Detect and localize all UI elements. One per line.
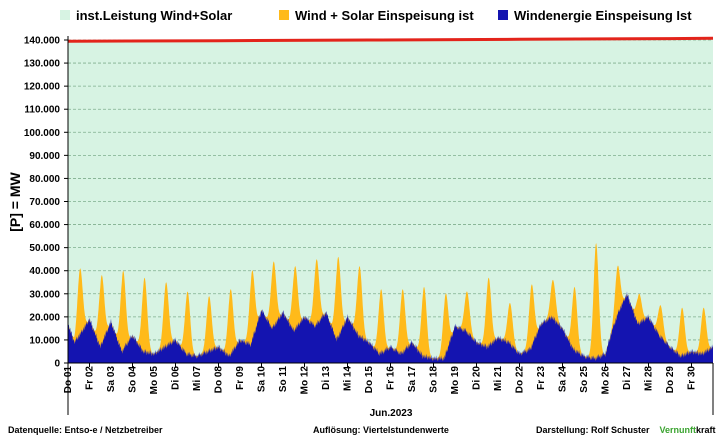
- x-tick-label-22: Do 22: [515, 366, 526, 394]
- legend-label-wind: Windenergie Einspeisung Ist: [514, 8, 692, 23]
- legend: inst.Leistung Wind+Solar Wind + Solar Ei…: [60, 8, 692, 23]
- y-tick-label-5: 50.000: [29, 243, 60, 254]
- y-tick-label-12: 120.000: [24, 82, 61, 93]
- axes: [64, 36, 714, 415]
- footer-source: Datenquelle: Entso-e / Netzbetreiber: [8, 425, 163, 435]
- x-tick-label-9: Fr 09: [235, 366, 246, 390]
- installed-capacity-line: [67, 36, 714, 43]
- gridlines: [68, 39, 713, 341]
- x-tick-label-16: Fr 16: [386, 366, 397, 390]
- x-tick-label-15: Do 15: [364, 366, 375, 394]
- x-tick-label-11: So 11: [278, 366, 289, 393]
- x-tick-label-26: Mo 26: [601, 366, 612, 395]
- x-tick-label-1: Do 01: [63, 366, 74, 394]
- footer-author-name: Darstellung: Rolf Schuster: [536, 425, 650, 435]
- x-tick-label-5: Mo 05: [149, 366, 160, 395]
- x-tick-label-21: Mi 21: [493, 366, 504, 391]
- x-tick-label-29: Do 29: [665, 366, 676, 394]
- x-tick-label-17: Sa 17: [407, 366, 418, 393]
- y-tick-label-1: 10.000: [29, 335, 60, 346]
- x-tick-label-27: Di 27: [622, 366, 633, 390]
- legend-label-installed: inst.Leistung Wind+Solar: [76, 8, 232, 23]
- x-tick-label-14: Mi 14: [343, 366, 354, 391]
- y-tick-label-8: 80.000: [29, 174, 60, 185]
- y-tick-label-14: 140.000: [24, 36, 61, 47]
- y-tick-label-4: 40.000: [29, 266, 60, 277]
- footer-resolution: Auflösung: Viertelstundenwerte: [313, 425, 449, 435]
- x-axis-title: Jun.2023: [370, 408, 413, 419]
- x-tick-label-10: Sa 10: [257, 366, 268, 393]
- x-tick-label-3: Sa 03: [106, 366, 117, 393]
- x-tick-label-19: Mo 19: [450, 366, 461, 395]
- installed-capacity-line-path: [67, 36, 714, 43]
- x-tick-label-18: So 18: [429, 366, 440, 393]
- y-tick-label-7: 70.000: [29, 197, 60, 208]
- y-tick-labels: 0 10.000 20.000 30.000 40.000 50.000 60.000 70.…: [24, 36, 61, 370]
- installed-capacity-layer: [68, 38, 713, 363]
- y-tick-label-6: 60.000: [29, 220, 60, 231]
- x-tick-label-8: Do 08: [214, 366, 225, 394]
- legend-label-wind-solar: Wind + Solar Einspeisung ist: [295, 8, 474, 23]
- y-axis-title: [P] = MW: [7, 171, 23, 231]
- x-tick-label-30: Fr 30: [687, 366, 698, 390]
- wind-series: [68, 291, 713, 363]
- x-tick-labels: Do 01 Fr 02 Sa 03 So 04 Mo 05 Di 06 Mi 07 Do 08…: [63, 366, 698, 395]
- y-tick-label-2: 20.000: [29, 312, 60, 323]
- y-tick-label-10: 100.000: [24, 128, 61, 139]
- x-tick-label-2: Fr 02: [85, 366, 96, 390]
- x-tick-label-4: So 04: [128, 366, 139, 393]
- x-tick-label-20: Di 20: [472, 366, 483, 390]
- legend-swatch-wind: [498, 10, 508, 20]
- y-tick-label-0: 0: [54, 359, 60, 370]
- footer-brand-vernunft: Vernunft: [659, 425, 697, 435]
- y-tick-label-11: 110.000: [24, 105, 60, 116]
- x-tick-label-13: Di 13: [321, 366, 332, 390]
- x-tick-label-7: Mi 07: [192, 366, 203, 391]
- legend-swatch-installed: [60, 10, 70, 20]
- x-tick-label-6: Di 06: [171, 366, 182, 390]
- legend-swatch-wind-solar: [279, 10, 289, 20]
- y-tick-label-3: 30.000: [29, 289, 60, 300]
- y-tick-label-13: 130.000: [24, 59, 61, 70]
- x-tick-label-12: Mo 12: [300, 366, 311, 395]
- y-tick-label-9: 90.000: [29, 151, 60, 162]
- installed-capacity-area: [68, 38, 713, 363]
- x-tick-label-28: Mi 28: [644, 366, 655, 391]
- footer-author: Darstellung: Rolf Schuster Vernunftkraft: [536, 425, 716, 435]
- x-tick-label-23: Fr 23: [536, 366, 547, 390]
- x-tick-label-24: Sa 24: [558, 366, 569, 393]
- footer-brand-kraft: kraft: [696, 425, 716, 435]
- x-tick-label-25: So 25: [579, 366, 590, 393]
- wind-area: [68, 291, 713, 363]
